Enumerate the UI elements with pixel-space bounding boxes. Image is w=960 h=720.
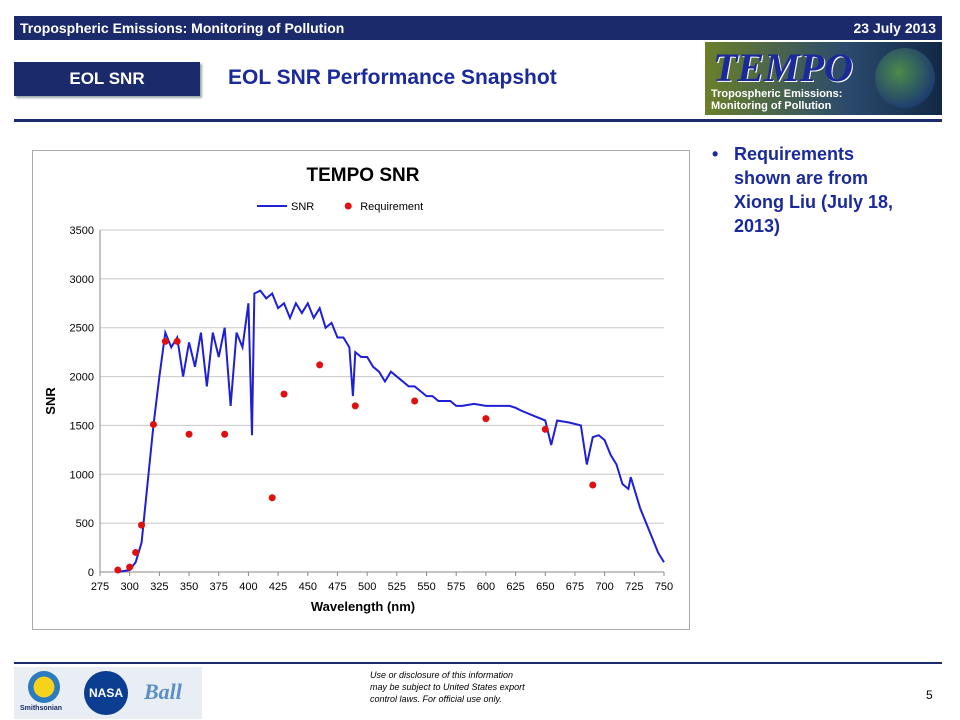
x-tick-label: 475 (328, 581, 346, 593)
logo-tagline-line: Monitoring of Pollution (711, 100, 832, 112)
requirement-point (221, 430, 229, 438)
requirement-point (351, 402, 359, 410)
requirement-point (411, 397, 419, 405)
partner-logos: Smithsonian NASA Ball (14, 667, 202, 719)
x-tick-label: 625 (506, 581, 524, 593)
requirement-point (541, 425, 549, 433)
requirement-point (589, 481, 597, 489)
disclaimer-line: may be subject to United States export (370, 682, 525, 692)
x-tick-label: 575 (447, 581, 465, 593)
logo-tagline-line: Tropospheric Emissions: (711, 88, 843, 100)
x-tick-label: 650 (536, 581, 554, 593)
globe (875, 48, 935, 108)
x-tick-label: 600 (477, 581, 495, 593)
requirement-point (185, 430, 193, 438)
tempo-logo: TEMPO Tropospheric Emissions: Monitoring… (705, 42, 942, 115)
divider (14, 119, 942, 122)
snr-line (117, 289, 665, 573)
requirement-point (126, 563, 134, 571)
x-tick-label: 400 (239, 581, 257, 593)
x-tick-label: 275 (91, 581, 109, 593)
x-tick-label: 425 (269, 581, 287, 593)
chart: TEMPO SNR Wavelength (nm) SNR 0 500 1000 15… (43, 165, 673, 614)
nasa-meatball: NASA (84, 671, 128, 715)
x-tick-label: 525 (388, 581, 406, 593)
x-tick-label: 500 (358, 581, 376, 593)
y-tick-label: 0 (88, 567, 94, 579)
x-tick-label: 550 (417, 581, 435, 593)
chart-title: TEMPO SNR (307, 165, 420, 186)
requirement-point (138, 521, 146, 529)
y-tick-label: 2500 (70, 323, 94, 335)
y-tick-label: 3000 (70, 274, 94, 286)
requirement-point (482, 415, 490, 423)
requirement-point (149, 420, 157, 428)
x-tick-label: 450 (299, 581, 317, 593)
legend-label: SNR (291, 201, 314, 213)
y-tick-label: 1500 (70, 420, 94, 432)
header-bar: Tropospheric Emissions: Monitoring of Po… (14, 16, 942, 40)
bullet-list: Requirements shown are from Xiong Liu (J… (712, 142, 912, 238)
slide-title: EOL SNR Performance Snapshot (228, 66, 557, 89)
logo-tagline: Tropospheric Emissions: Monitoring of Po… (711, 88, 842, 112)
y-tick-label: 2000 (70, 372, 94, 384)
x-tick-label: 700 (595, 581, 613, 593)
smithsonian-sun (28, 671, 60, 703)
legend-swatch (344, 202, 352, 210)
requirement-point (280, 390, 288, 398)
bullet: Requirements shown are from Xiong Liu (J… (712, 142, 912, 238)
y-axis-label: SNR (43, 387, 58, 415)
disclaimer-line: control laws. For official use only. (370, 694, 502, 704)
chart-frame: TEMPO SNR Wavelength (nm) SNR 0 500 1000 15… (32, 150, 690, 630)
ball-logo: Ball (144, 679, 182, 704)
requirement-point (161, 337, 169, 345)
x-tick-label: 350 (180, 581, 198, 593)
requirement-point (132, 548, 140, 556)
x-tick-label: 725 (625, 581, 643, 593)
footer-divider (14, 662, 942, 664)
requirement-point (268, 494, 276, 502)
logo-wordmark: TEMPO (713, 45, 853, 90)
requirement-point (316, 361, 324, 369)
x-tick-label: 375 (210, 581, 228, 593)
section-tag: EOL SNR (14, 62, 200, 96)
disclaimer-line: Use or disclosure of this information (370, 670, 514, 680)
x-tick-label: 325 (150, 581, 168, 593)
header-right: 23 July 2013 (853, 20, 936, 36)
legend-label: Requirement (360, 201, 423, 213)
x-tick-label: 750 (655, 581, 673, 593)
y-tick-label: 1000 (70, 469, 94, 481)
x-tick-label: 675 (566, 581, 584, 593)
x-axis-label: Wavelength (nm) (311, 599, 415, 614)
requirement-point (114, 566, 122, 574)
x-tick-label: 300 (121, 581, 139, 593)
header-left: Tropospheric Emissions: Monitoring of Po… (20, 20, 345, 36)
y-tick-label: 500 (76, 518, 94, 530)
y-tick-label: 3500 (70, 225, 94, 237)
disclaimer: Use or disclosure of this information ma… (370, 669, 525, 705)
requirement-point (173, 337, 181, 345)
page-number: 5 (926, 688, 933, 702)
logo-label: Smithsonian (20, 705, 63, 712)
